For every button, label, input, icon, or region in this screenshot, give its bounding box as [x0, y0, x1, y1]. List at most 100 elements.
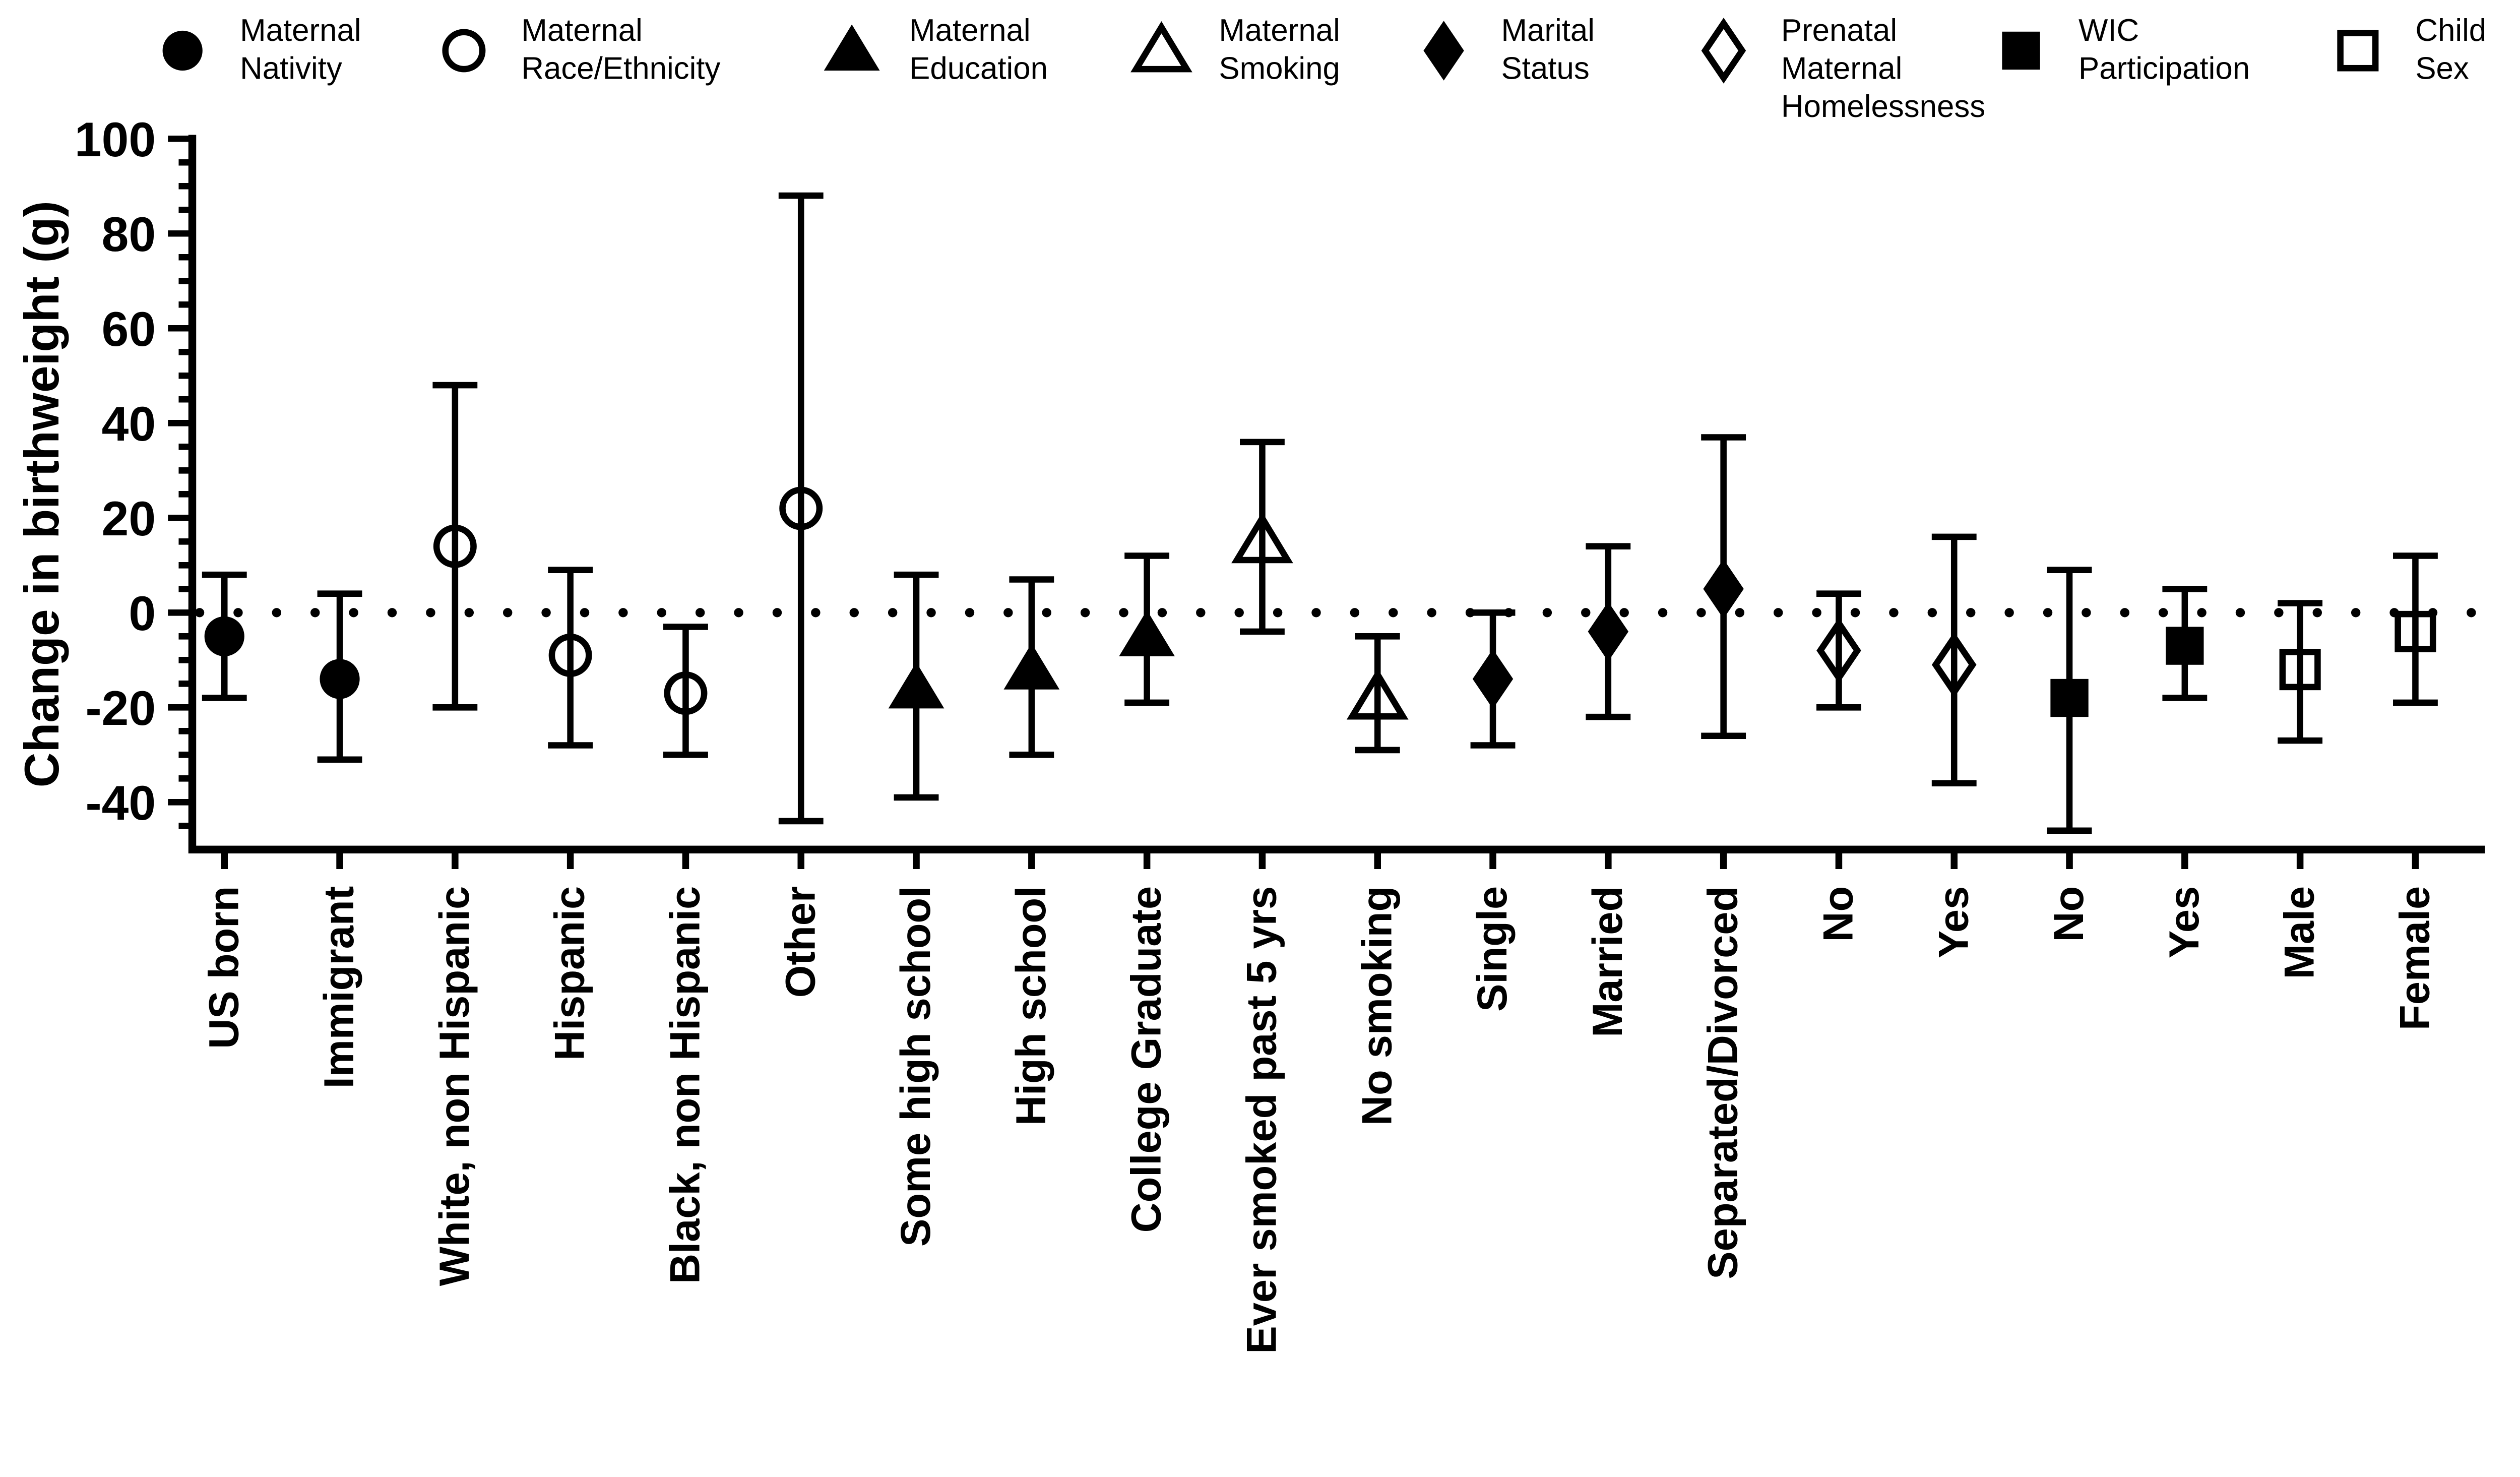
x-category-label: Other — [777, 886, 824, 998]
data-point: Some high school — [888, 571, 944, 1247]
legend-label-line: Maternal — [1219, 13, 1340, 48]
series-child-sex: Male Female — [2276, 552, 2438, 1030]
filled-triangle-icon — [1003, 643, 1060, 690]
series-maternal-nativity: US born Immigrant — [200, 571, 362, 1088]
y-tick-label: 100 — [75, 113, 156, 167]
y-tick-label: -20 — [85, 682, 156, 735]
open-square-icon — [2279, 649, 2321, 691]
open-circle-icon — [442, 29, 486, 73]
y-tick-label: 80 — [102, 208, 156, 262]
x-category-label: Separated/Divorced — [1699, 886, 1746, 1279]
x-category-label: Yes — [2161, 886, 2208, 958]
legend-label-line: Prenatal — [1781, 13, 1897, 48]
x-category-label: No — [2045, 886, 2092, 942]
y-tick-label: 20 — [102, 492, 156, 546]
y-tick-label: 0 — [129, 587, 156, 641]
data-point: Male — [2276, 600, 2323, 979]
data-point: White, non Hispanic — [431, 382, 478, 1286]
series-wic-participation: No Yes — [2045, 567, 2208, 958]
data-point: Married — [1584, 543, 1631, 1037]
x-category-label: No — [1814, 886, 1861, 942]
x-category-label: Ever smoked past 5 yrs — [1238, 886, 1285, 1354]
filled-square-icon — [2002, 31, 2040, 70]
legend-label-line: WIC — [2078, 13, 2139, 48]
legend-label-line: Child — [2415, 13, 2486, 48]
legend-label-line: Status — [1501, 51, 1590, 86]
y-tick-label: -40 — [85, 776, 156, 830]
data-point: Immigrant — [316, 590, 362, 1088]
data-point: US born — [200, 571, 247, 1049]
legend-label-line: Homelessness — [1781, 89, 1985, 124]
x-category-label: High school — [1007, 886, 1054, 1126]
data-point: Hispanic — [546, 567, 593, 1061]
open-circle-icon — [433, 524, 477, 568]
filled-circle-icon — [162, 30, 203, 71]
x-category-label: Single — [1469, 886, 1516, 1012]
x-category-label: Black, non Hispanic — [661, 886, 708, 1284]
data-point: Separated/Divorced — [1699, 434, 1746, 1279]
x-category-label: US born — [200, 886, 247, 1049]
filled-diamond-icon — [1703, 559, 1744, 619]
filled-triangle-icon — [888, 662, 944, 709]
legend-label-line: Sex — [2415, 51, 2469, 86]
axis-spines — [188, 135, 2485, 854]
legend-label-line: Maternal — [909, 13, 1030, 48]
legend-label-line: Race/Ethnicity — [521, 51, 720, 86]
x-category-label: Married — [1584, 886, 1631, 1037]
legend-label-line: Maternal — [521, 13, 642, 48]
legend-label-line: Maternal — [1781, 51, 1902, 86]
legend: MaternalNativityMaternalRace/EthnicityMa… — [162, 13, 2486, 124]
filled-circle-icon — [204, 616, 244, 656]
x-category-label: Female — [2391, 886, 2438, 1030]
open-diamond-icon — [1816, 618, 1861, 684]
open-diamond-icon — [1931, 632, 1977, 698]
data-point: No — [1814, 590, 1861, 942]
filled-diamond-icon — [1588, 601, 1629, 662]
data-point: High school — [1003, 576, 1060, 1126]
open-circle-icon — [664, 671, 708, 715]
x-category-label: Yes — [1930, 886, 1977, 958]
y-tick-label: 40 — [102, 397, 156, 451]
open-triangle-icon — [1130, 21, 1192, 73]
open-triangle-icon — [1346, 668, 1409, 720]
legend-label-line: Education — [909, 51, 1048, 86]
filled-square-icon — [2050, 679, 2089, 717]
birthweight-forest-plot-figure: 100 80 60 40 20 0 -20 -40 Change in birthweight … — [15, 13, 2497, 1354]
x-category-label: College Graduate — [1123, 886, 1170, 1233]
data-series: US born Immigrant White, non Hispanic Hispa… — [200, 192, 2438, 1354]
data-point: College Graduate — [1119, 552, 1175, 1233]
open-square-icon — [2337, 30, 2379, 72]
x-category-label: Some high school — [892, 886, 939, 1247]
legend-label-line: Nativity — [240, 51, 342, 86]
legend-label-line: Maternal — [240, 13, 361, 48]
filled-triangle-icon — [824, 24, 880, 71]
data-point: Yes — [1930, 533, 1977, 958]
open-diamond-icon — [1701, 18, 1746, 84]
filled-diamond-icon — [1472, 649, 1514, 709]
open-circle-icon — [548, 633, 592, 677]
data-point: Single — [1469, 609, 1516, 1012]
data-point: Female — [2391, 552, 2438, 1030]
x-category-label: Immigrant — [316, 886, 362, 1088]
series-prenatal-maternal-homelessness: No Yes — [1814, 533, 1977, 958]
y-axis-ticks: 100 80 60 40 20 0 -20 -40 — [75, 113, 193, 830]
open-square-icon — [2395, 610, 2436, 652]
chart-canvas: 100 80 60 40 20 0 -20 -40 Change in birthweight … — [15, 13, 2497, 1354]
data-point: No smoking — [1346, 633, 1409, 1126]
series-maternal-education: Some high school High school College Gradu… — [888, 552, 1175, 1247]
x-category-label: No smoking — [1353, 886, 1400, 1126]
y-axis-title: Change in birthweight (g) — [15, 201, 69, 787]
filled-triangle-icon — [1119, 610, 1175, 656]
series-maternal-race-ethnicity: White, non Hispanic Hispanic Black, non Hi… — [431, 192, 824, 1286]
legend-label-line: Marital — [1501, 13, 1595, 48]
legend-label-line: Participation — [2078, 51, 2250, 86]
series-maternal-smoking: Ever smoked past 5 yrs No smoking — [1231, 439, 1409, 1354]
data-point: Other — [777, 192, 824, 998]
filled-circle-icon — [320, 659, 360, 699]
open-circle-icon — [779, 486, 823, 530]
